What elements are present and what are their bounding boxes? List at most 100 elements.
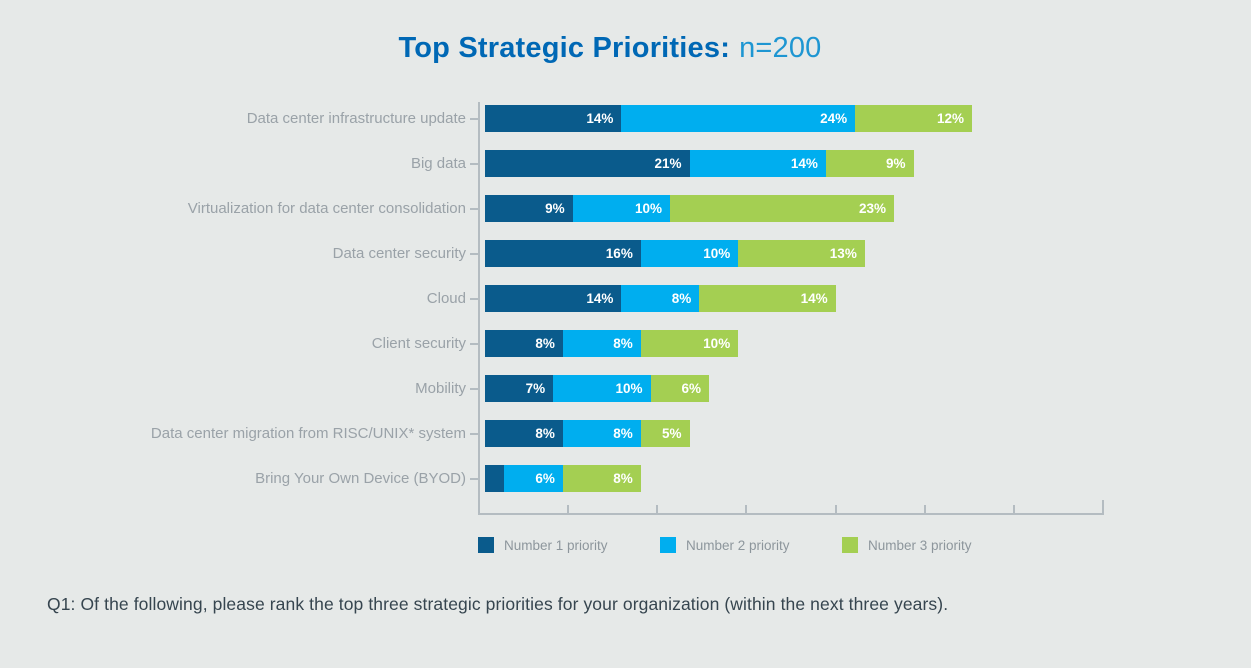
bar-segment bbox=[485, 465, 505, 492]
y-axis-tick bbox=[470, 477, 478, 480]
bar-value-label: 16% bbox=[605, 246, 633, 261]
chart-title-sample: n=200 bbox=[739, 32, 822, 64]
bar-row: Bring Your Own Device (BYOD) 6% 8% bbox=[0, 456, 1251, 501]
category-label: Client security bbox=[371, 335, 466, 352]
bar-value-label: 8% bbox=[613, 471, 633, 486]
stacked-bar: 14% 24% 12% bbox=[485, 105, 972, 132]
bar-value-label: 10% bbox=[635, 201, 663, 216]
legend-item: Number 1 priority bbox=[478, 537, 660, 553]
bar-row: Data center infrastructure update 14% 24% 1… bbox=[0, 96, 1251, 141]
bar-value-label: 9% bbox=[545, 201, 565, 216]
category-label: Data center migration from RISC/UNIX* sy… bbox=[150, 425, 466, 442]
bar-row: Virtualization for data center consolida… bbox=[0, 186, 1251, 231]
bar-value-label: 6% bbox=[535, 471, 555, 486]
bar-value-label: 23% bbox=[859, 201, 887, 216]
bar-segment: 6% bbox=[504, 465, 563, 492]
bar-segment: 12% bbox=[855, 105, 972, 132]
stacked-bar: 21% 14% 9% bbox=[485, 150, 914, 177]
bar-row: Big data 21% 14% 9% bbox=[0, 141, 1251, 186]
bar-segment: 8% bbox=[562, 465, 641, 492]
y-axis-tick bbox=[470, 297, 478, 300]
bar-value-label: 6% bbox=[681, 381, 701, 396]
legend-label: Number 3 priority bbox=[868, 537, 972, 553]
bar-row: Client security 8% 8% 10% bbox=[0, 321, 1251, 366]
bar-value-label: 21% bbox=[654, 156, 682, 171]
footnote-question: Q1: Of the following, please rank the to… bbox=[47, 594, 949, 614]
bar-value-label: 14% bbox=[586, 291, 614, 306]
legend-label: Number 1 priority bbox=[504, 537, 608, 553]
y-axis-line bbox=[478, 102, 480, 515]
legend-swatch bbox=[842, 537, 858, 553]
bar-segment: 5% bbox=[640, 420, 690, 447]
legend-item: Number 3 priority bbox=[842, 537, 1024, 553]
legend-item: Number 2 priority bbox=[660, 537, 842, 553]
x-axis-tick bbox=[835, 505, 837, 515]
x-axis-tick bbox=[924, 505, 926, 515]
bar-segment: 8% bbox=[485, 420, 563, 447]
bar-segment: 16% bbox=[485, 240, 641, 267]
category-label: Bring Your Own Device (BYOD) bbox=[255, 470, 466, 487]
bar-segment: 24% bbox=[621, 105, 856, 132]
bar-row: Mobility 7% 10% 6% bbox=[0, 366, 1251, 411]
legend: Number 1 priority Number 2 priority Number… bbox=[478, 537, 1024, 553]
stacked-bar: 9% 10% 23% bbox=[485, 195, 895, 222]
legend-label: Number 2 priority bbox=[686, 537, 790, 553]
bar-value-label: 10% bbox=[703, 246, 731, 261]
bar-segment: 7% bbox=[485, 375, 554, 402]
x-axis-tick bbox=[656, 505, 658, 515]
category-label: Big data bbox=[410, 155, 466, 172]
y-axis-tick bbox=[470, 342, 478, 345]
bar-segment: 14% bbox=[699, 285, 836, 312]
bar-segment: 6% bbox=[650, 375, 709, 402]
bar-value-label: 12% bbox=[936, 111, 964, 126]
bar-value-label: 9% bbox=[886, 156, 906, 171]
legend-swatch bbox=[660, 537, 676, 553]
stacked-bar: 8% 8% 10% bbox=[485, 330, 739, 357]
y-axis-tick bbox=[470, 207, 478, 210]
stacked-bar: 14% 8% 14% bbox=[485, 285, 836, 312]
bar-rows: Data center infrastructure update 14% 24% 1… bbox=[0, 96, 1251, 501]
y-axis-tick bbox=[470, 162, 478, 165]
bar-value-label: 10% bbox=[615, 381, 643, 396]
category-label: Data center security bbox=[332, 245, 466, 262]
y-axis-tick bbox=[470, 387, 478, 390]
x-axis-tick bbox=[1013, 505, 1015, 515]
stacked-bar: 6% 8% bbox=[485, 465, 641, 492]
x-axis-tick bbox=[745, 505, 747, 515]
bar-value-label: 10% bbox=[703, 336, 731, 351]
bar-segment: 14% bbox=[485, 105, 622, 132]
bar-row: Data center security 16% 10% 13% bbox=[0, 231, 1251, 276]
bar-value-label: 14% bbox=[790, 156, 818, 171]
plot-area: Data center infrastructure update 14% 24% 1… bbox=[0, 96, 1251, 515]
y-axis-tick bbox=[470, 117, 478, 120]
bar-value-label: 7% bbox=[525, 381, 546, 396]
category-label: Cloud bbox=[426, 290, 466, 307]
bar-value-label: 8% bbox=[613, 336, 633, 351]
y-axis-tick bbox=[470, 252, 478, 255]
stacked-bar: 16% 10% 13% bbox=[485, 240, 865, 267]
page-title: Top Strategic Priorities: n=200 bbox=[0, 32, 1220, 65]
bar-segment: 10% bbox=[640, 240, 739, 267]
bar-segment: 13% bbox=[738, 240, 865, 267]
bar-segment: 10% bbox=[553, 375, 651, 402]
bar-segment: 9% bbox=[825, 150, 914, 177]
bar-value-label: 5% bbox=[661, 426, 682, 441]
stacked-bar: 8% 8% 5% bbox=[485, 420, 690, 447]
chart-title-main: Top Strategic Priorities: bbox=[398, 32, 731, 64]
bar-segment: 21% bbox=[485, 150, 690, 177]
bar-segment: 23% bbox=[670, 195, 895, 222]
bar-value-label: 8% bbox=[535, 336, 555, 351]
bar-row: Cloud 14% 8% 14% bbox=[0, 276, 1251, 321]
x-axis-tick bbox=[478, 500, 480, 515]
bar-segment: 10% bbox=[640, 330, 739, 357]
bar-value-label: 14% bbox=[800, 291, 828, 306]
bar-segment: 8% bbox=[562, 420, 641, 447]
bar-segment: 9% bbox=[485, 195, 573, 222]
x-axis-tick bbox=[1102, 500, 1104, 515]
bar-segment: 8% bbox=[621, 285, 700, 312]
bar-segment: 10% bbox=[572, 195, 671, 222]
category-label: Virtualization for data center consolida… bbox=[187, 200, 466, 217]
bar-segment: 8% bbox=[562, 330, 641, 357]
bar-value-label: 14% bbox=[586, 111, 614, 126]
